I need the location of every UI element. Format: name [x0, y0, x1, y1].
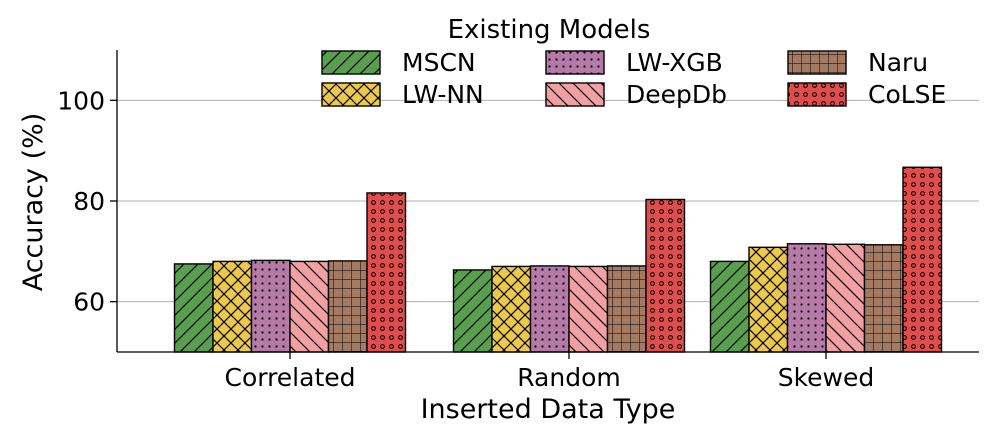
legend-label-deepdb: DeepDb — [626, 80, 727, 109]
legend-swatch-lw-xgb — [545, 50, 605, 75]
legend-swatch-naru — [787, 50, 847, 75]
y-tick-label: 60 — [73, 288, 105, 317]
legend-label-colse: CoLSE — [868, 80, 946, 109]
bar-naru-skewed — [863, 244, 904, 353]
x-ticks: Correlated Random Skewed — [224, 352, 874, 392]
bar-lw-xgb-correlated — [250, 259, 291, 353]
bar-naru-random — [606, 265, 647, 353]
legend-swatch-lw-nn — [321, 82, 381, 107]
x-axis-label: Inserted Data Type — [421, 394, 676, 425]
y-tick-label: 80 — [73, 187, 105, 216]
legend-swatch-colse — [787, 82, 847, 107]
legend-label-lw-xgb: LW-XGB — [626, 48, 723, 77]
legend-swatch-mscn — [321, 50, 381, 75]
bar-lw-xgb-skewed — [786, 243, 827, 353]
y-tick-label: 100 — [57, 86, 105, 115]
legend: Existing Models MSCN LW-NN LW-XGB DeepDb Nar… — [321, 15, 946, 109]
y-ticks: 60 80 100 — [57, 86, 117, 317]
bar-deepdb-correlated — [289, 260, 330, 353]
bar-colse-skewed — [902, 166, 943, 353]
legend-label-naru: Naru — [868, 48, 928, 77]
bar-lw-nn-correlated — [212, 260, 253, 353]
legend-label-mscn: MSCN — [402, 48, 476, 77]
x-tick-label: Random — [517, 363, 621, 392]
bar-lw-nn-skewed — [748, 246, 789, 353]
bar-mscn-correlated — [173, 263, 214, 353]
bar-colse-random — [645, 198, 686, 353]
y-axis-label: Accuracy (%) — [18, 113, 49, 292]
bar-colse-correlated — [366, 192, 407, 353]
bar-mscn-random — [452, 269, 493, 353]
legend-title: Existing Models — [448, 15, 651, 45]
bar-lw-xgb-random — [529, 265, 570, 353]
x-tick-label: Correlated — [224, 363, 355, 392]
bars — [173, 166, 943, 353]
bar-mscn-skewed — [709, 260, 750, 353]
bar-naru-correlated — [327, 260, 368, 353]
x-tick-label: Skewed — [778, 363, 875, 392]
bar-deepdb-random — [568, 265, 609, 353]
legend-swatch-deepdb — [545, 82, 605, 107]
bar-deepdb-skewed — [825, 243, 866, 353]
legend-label-lw-nn: LW-NN — [402, 80, 484, 109]
bar-lw-nn-random — [491, 265, 532, 353]
